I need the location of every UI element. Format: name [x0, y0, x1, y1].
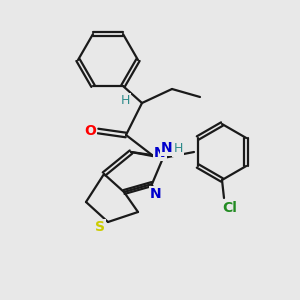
Text: N: N	[150, 187, 162, 201]
Text: H: H	[173, 142, 183, 155]
Text: O: O	[84, 124, 96, 138]
Text: N: N	[161, 141, 173, 155]
Text: S: S	[95, 220, 105, 234]
Text: Cl: Cl	[223, 201, 237, 215]
Text: N: N	[154, 146, 166, 160]
Text: H: H	[120, 94, 130, 106]
